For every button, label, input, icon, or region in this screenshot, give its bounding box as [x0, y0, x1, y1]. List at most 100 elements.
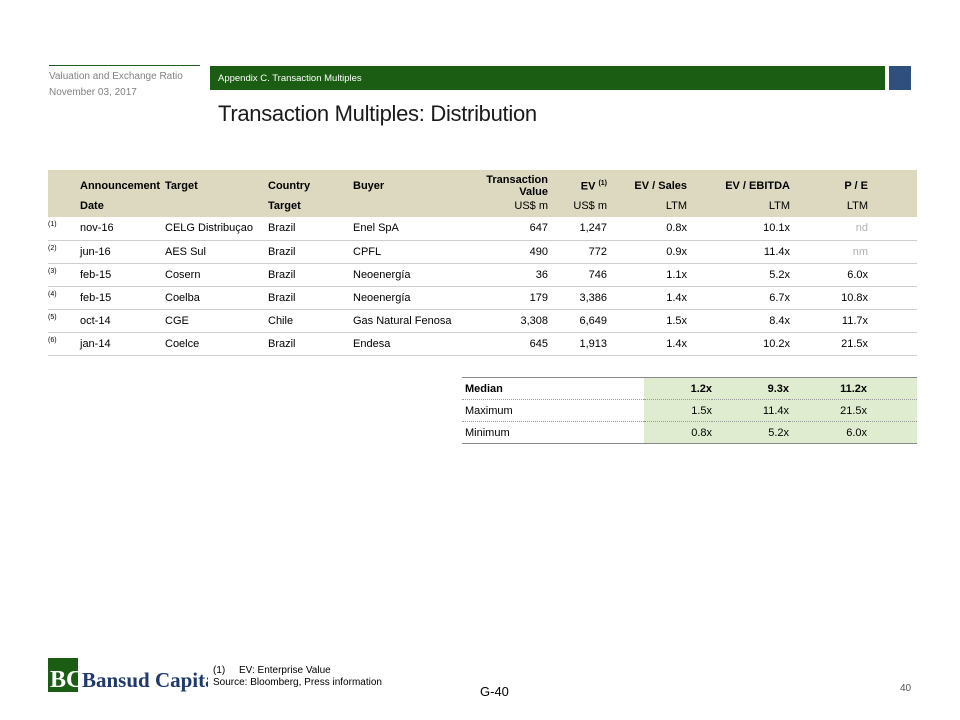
cell-target: CGE — [165, 309, 268, 333]
cell-country: Brazil — [268, 332, 353, 356]
section-label: Appendix C. Transaction Multiples — [218, 73, 362, 84]
header-ev: EV (1) — [548, 170, 607, 198]
cell-spacer — [868, 217, 917, 241]
cell-target: Cosern — [165, 263, 268, 287]
cell-tv: 3,308 — [473, 309, 548, 333]
summary-spacer — [867, 421, 917, 444]
cell-ev-sales: 1.5x — [607, 309, 687, 333]
cell-note: (1) — [48, 217, 80, 241]
table-subheader-row: Date Target US$ m US$ m LTM LTM LTM — [48, 198, 917, 217]
header-announcement: Announcement — [80, 170, 165, 198]
summary-pe: 6.0x — [789, 421, 867, 444]
cell-spacer — [868, 309, 917, 333]
cell-ev-ebitda: 5.2x — [687, 263, 790, 287]
cell-ev-sales: 1.1x — [607, 263, 687, 287]
header-spacer — [868, 170, 917, 198]
table-row: (6) jan-14 Coelce Brazil Endesa 645 1,913 1.4x 1… — [48, 332, 917, 356]
summary-row: Median 1.2x 9.3x 11.2x — [462, 377, 917, 400]
cell-ev-sales: 1.4x — [607, 286, 687, 310]
summary-ev-sales: 1.2x — [644, 377, 712, 400]
table-row: (4) feb-15 Coelba Brazil Neoenergía 179 3,386 1… — [48, 286, 917, 310]
cell-spacer — [868, 332, 917, 356]
cell-ev-ebitda: 10.2x — [687, 332, 790, 356]
subheader-target — [165, 198, 268, 217]
summary-pe: 11.2x — [789, 377, 867, 400]
table-row: (1) nov-16 CELG Distribuçao Brazil Enel SpA 6… — [48, 217, 917, 241]
summary-pe: 21.5x — [789, 399, 867, 422]
header-target: Target — [165, 170, 268, 198]
subheader-ebitda-unit: LTM — [687, 198, 790, 217]
cell-target: CELG Distribuçao — [165, 217, 268, 241]
subheader-pe-unit: LTM — [790, 198, 868, 217]
cell-pe: nm — [790, 240, 868, 264]
cell-pe: 21.5x — [790, 332, 868, 356]
summary-body: Median 1.2x 9.3x 11.2x Maximum 1.5x 11.4x 21.5x… — [462, 377, 917, 444]
summary-ev-ebitda: 5.2x — [712, 421, 789, 444]
table-row: (5) oct-14 CGE Chile Gas Natural Fenosa 3,308… — [48, 309, 917, 333]
cell-ev-ebitda: 10.1x — [687, 217, 790, 241]
cell-ev: 6,649 — [548, 309, 607, 333]
table-row: (3) feb-15 Cosern Brazil Neoenergía 36 746 1.1x… — [48, 263, 917, 287]
document-date: November 03, 2017 — [49, 87, 137, 98]
subheader-note — [48, 198, 80, 217]
cell-tv: 490 — [473, 240, 548, 264]
cell-ev-sales: 1.4x — [607, 332, 687, 356]
cell-date: nov-16 — [80, 217, 165, 241]
transactions-table: Announcement Target Country Buyer Transa… — [48, 170, 917, 356]
cell-ev-sales: 0.9x — [607, 240, 687, 264]
subheader-ev-unit: US$ m — [548, 198, 607, 217]
cell-note: (5) — [48, 309, 80, 333]
cell-note: (4) — [48, 286, 80, 310]
header-ev-footnote: (1) — [598, 179, 607, 187]
header-ev-sales: EV / Sales — [607, 170, 687, 198]
cell-tv: 645 — [473, 332, 548, 356]
summary-spacer — [867, 377, 917, 400]
summary-ev-ebitda: 9.3x — [712, 377, 789, 400]
footnote-1-text: EV: Enterprise Value — [239, 665, 331, 676]
footnotes: (1) EV: Enterprise Value Source: Bloomber… — [213, 665, 382, 689]
cell-spacer — [868, 240, 917, 264]
document-title: Valuation and Exchange Ratio — [49, 71, 183, 82]
cell-date: jun-16 — [80, 240, 165, 264]
cell-buyer: Endesa — [353, 332, 473, 356]
source-note: Source: Bloomberg, Press information — [213, 677, 382, 688]
accent-square — [889, 66, 911, 90]
transactions-body: (1) nov-16 CELG Distribuçao Brazil Enel SpA 6… — [48, 217, 917, 356]
logo-wordmark: Bansud Capital — [82, 668, 208, 692]
header-transaction-value: Transaction Value — [473, 170, 548, 198]
summary-label: Minimum — [462, 421, 644, 444]
cell-target: Coelba — [165, 286, 268, 310]
cell-buyer: Neoenergía — [353, 286, 473, 310]
document-header: Valuation and Exchange Ratio November 03… — [49, 65, 200, 101]
cell-date: oct-14 — [80, 309, 165, 333]
cell-buyer: CPFL — [353, 240, 473, 264]
footnote-1-number: (1) — [213, 665, 226, 676]
summary-row: Maximum 1.5x 11.4x 21.5x — [462, 399, 917, 422]
cell-ev: 746 — [548, 263, 607, 287]
cell-country: Brazil — [268, 240, 353, 264]
subheader-tv-unit: US$ m — [473, 198, 548, 217]
cell-note: (2) — [48, 240, 80, 264]
logo-mark: BC — [50, 667, 83, 692]
cell-spacer — [868, 263, 917, 287]
summary-ev-sales: 0.8x — [644, 421, 712, 444]
summary-row: Minimum 0.8x 5.2x 6.0x — [462, 421, 917, 444]
cell-buyer: Gas Natural Fenosa — [353, 309, 473, 333]
subheader-date: Date — [80, 198, 165, 217]
header-buyer: Buyer — [353, 170, 473, 198]
section-bar: Appendix C. Transaction Multiples — [210, 66, 885, 90]
cell-buyer: Neoenergía — [353, 263, 473, 287]
cell-ev: 772 — [548, 240, 607, 264]
subheader-buyer — [353, 198, 473, 217]
cell-ev: 1,913 — [548, 332, 607, 356]
cell-country: Brazil — [268, 217, 353, 241]
header-note — [48, 170, 80, 198]
cell-ev-sales: 0.8x — [607, 217, 687, 241]
summary-label: Maximum — [462, 399, 644, 422]
cell-ev-ebitda: 6.7x — [687, 286, 790, 310]
page-number: 40 — [900, 683, 912, 694]
subheader-country-target: Target — [268, 198, 353, 217]
cell-ev: 1,247 — [548, 217, 607, 241]
cell-pe: nd — [790, 217, 868, 241]
cell-buyer: Enel SpA — [353, 217, 473, 241]
